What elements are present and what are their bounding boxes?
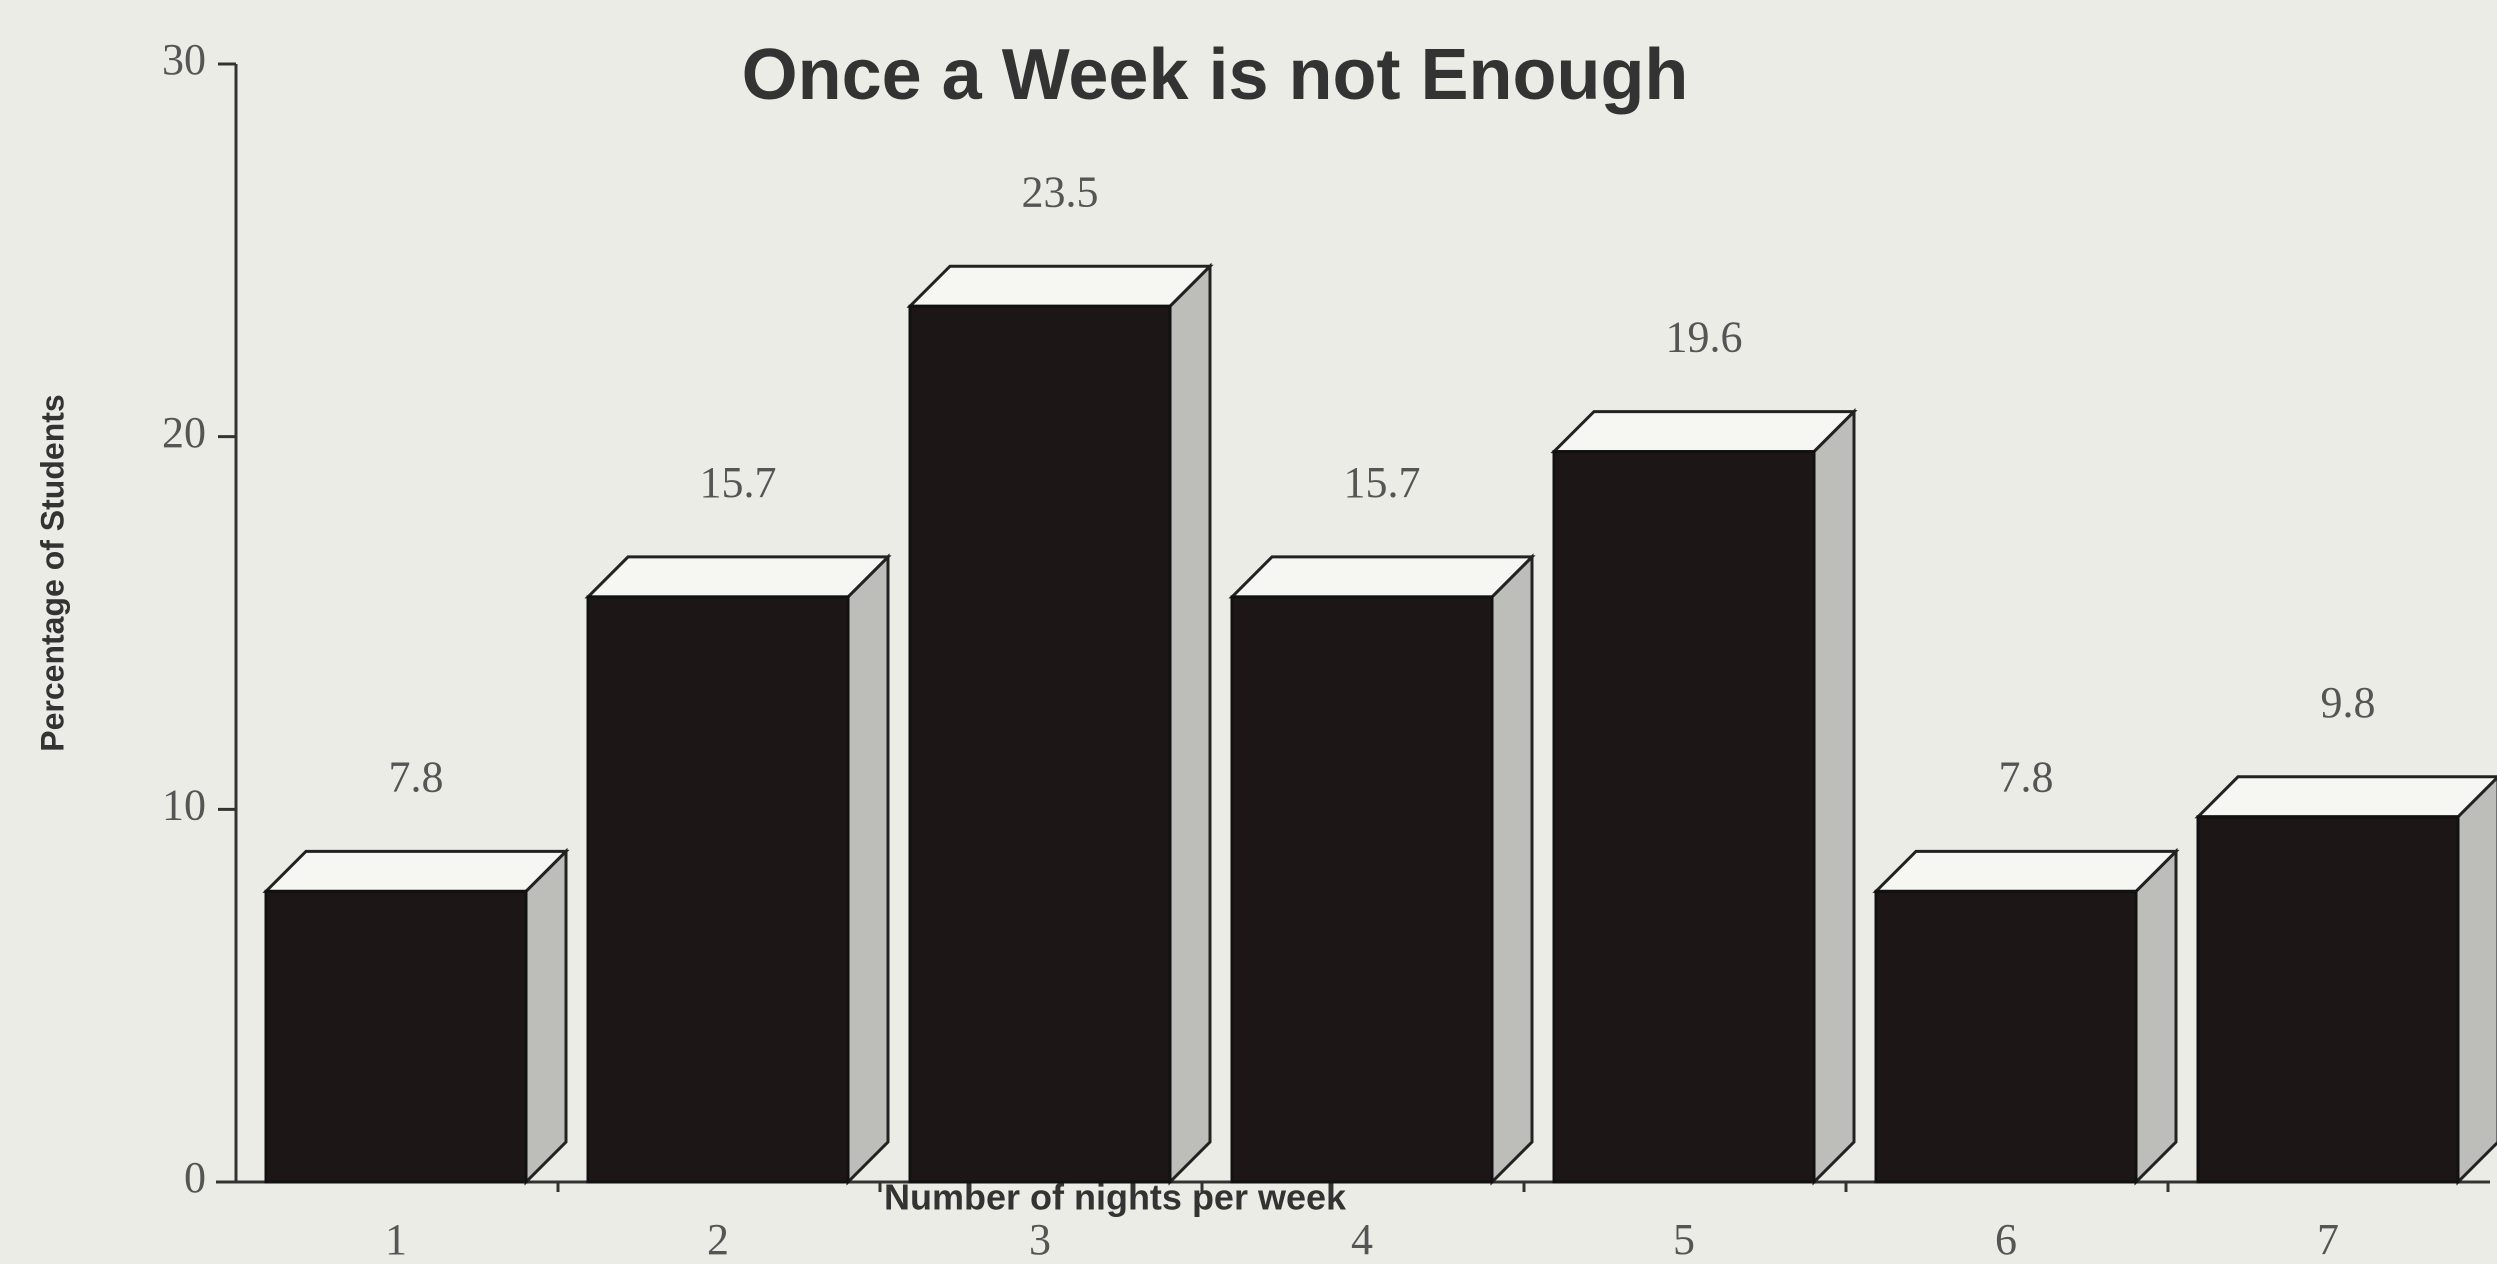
- bar-top: [1550, 410, 1858, 454]
- data-label: 19.6: [1666, 313, 1743, 362]
- data-label: 9.8: [2321, 678, 2376, 727]
- y-tick-label: 20: [162, 408, 206, 457]
- y-tick-label: 0: [184, 1153, 206, 1202]
- x-tick-label: 5: [1673, 1215, 1695, 1264]
- bar-top: [2194, 775, 2497, 819]
- bar: [1874, 889, 2138, 1184]
- bar-side: [1812, 407, 1856, 1186]
- data-label: 15.7: [1344, 458, 1421, 507]
- bar: [586, 595, 850, 1184]
- y-axis-label: Percentage of Students: [34, 394, 70, 751]
- bar-side: [1490, 553, 1534, 1186]
- chart-title: Once a Week is not Enough: [742, 35, 1689, 115]
- bar: [908, 304, 1172, 1184]
- bar-top: [1228, 555, 1536, 599]
- bar-top: [1872, 849, 2180, 893]
- data-label: 7.8: [389, 752, 444, 801]
- y-tick-label: 10: [162, 780, 206, 829]
- data-label: 23.5: [1022, 167, 1099, 216]
- bar-side: [524, 847, 568, 1186]
- x-tick-label: 6: [1995, 1215, 2017, 1264]
- bar: [1552, 450, 1816, 1184]
- x-tick-label: 3: [1029, 1215, 1051, 1264]
- bar-top: [262, 849, 570, 893]
- bar-side: [1168, 262, 1212, 1186]
- x-tick-label: 2: [707, 1215, 729, 1264]
- bar-side: [2456, 775, 2497, 1186]
- bar-top: [584, 555, 892, 599]
- x-tick-label: 1: [385, 1215, 407, 1264]
- bar-side: [2134, 847, 2178, 1186]
- bar: [264, 889, 528, 1184]
- bar-top: [906, 264, 1214, 308]
- bar: [2196, 815, 2460, 1184]
- bar-side: [846, 553, 890, 1186]
- bar: [1230, 595, 1494, 1184]
- x-tick-label: 4: [1351, 1215, 1373, 1264]
- data-label: 15.7: [700, 458, 777, 507]
- y-tick-label: 30: [162, 35, 206, 84]
- data-label: 7.8: [1999, 752, 2054, 801]
- x-tick-label: 7: [2317, 1215, 2339, 1264]
